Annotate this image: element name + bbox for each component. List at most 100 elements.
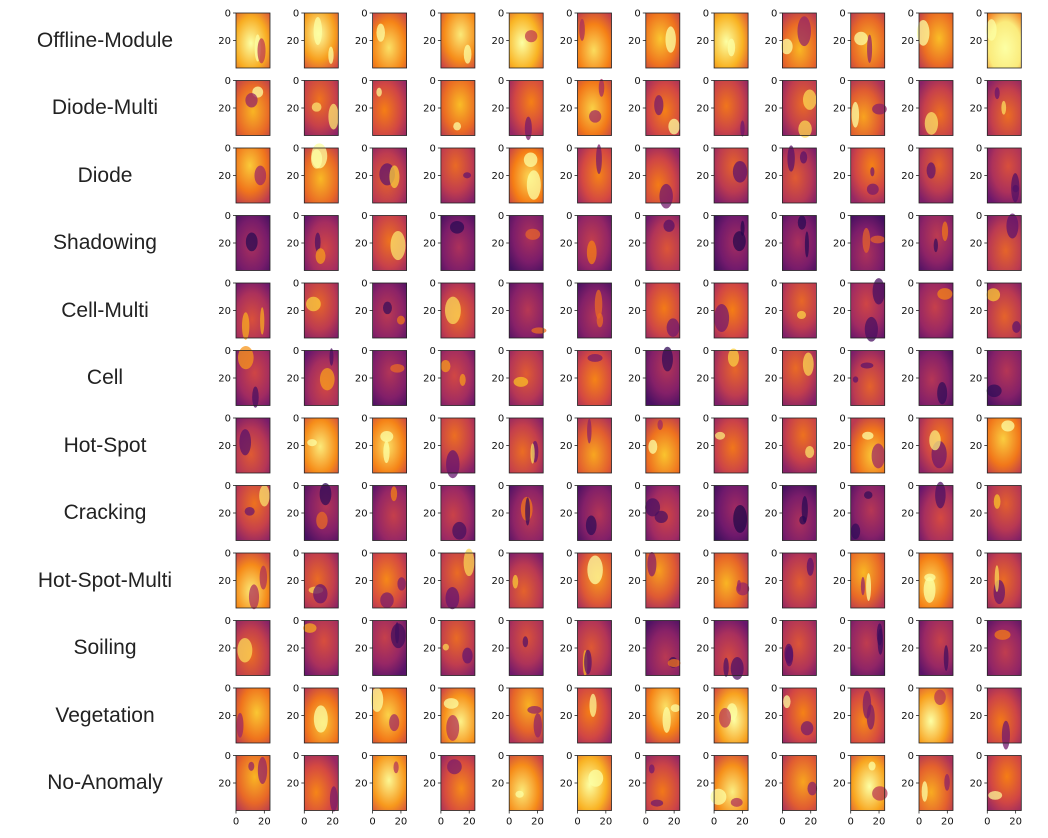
thermal-panel: 0 20 xyxy=(423,548,476,610)
thermal-feature xyxy=(802,352,814,376)
thermal-panel: 0 20 0 20 xyxy=(628,751,680,828)
thermal-feature xyxy=(661,346,673,372)
y-tick-label: 0 xyxy=(703,481,709,492)
thermal-panel: 0 20 xyxy=(833,684,886,744)
thermal-image xyxy=(236,80,270,136)
y-tick-label: 20 xyxy=(628,36,641,47)
y-tick-label: 20 xyxy=(970,104,983,115)
thermal-feature xyxy=(723,657,729,677)
thermal-image xyxy=(714,418,749,473)
thermal-feature xyxy=(1001,100,1007,115)
thermal-panel: 0 20 xyxy=(970,211,1022,271)
thermal-panel: 0 20 xyxy=(696,684,749,744)
y-tick-label: 0 xyxy=(976,144,982,155)
x-tick-label: 0 xyxy=(984,817,990,828)
row-label-offline-module: Offline-Module xyxy=(36,28,174,52)
thermal-panel: 0 20 xyxy=(355,279,408,339)
thermal-feature xyxy=(524,116,532,141)
thermal-panel: 0 20 xyxy=(970,9,1022,69)
thermal-feature xyxy=(659,183,673,209)
thermal-panel: 0 20 xyxy=(765,76,817,138)
y-tick-label: 20 xyxy=(696,239,709,250)
thermal-feature xyxy=(797,215,807,230)
thermal-panel: 0 20 xyxy=(560,549,612,609)
y-tick-label: 20 xyxy=(355,644,368,655)
thermal-feature xyxy=(244,506,255,516)
y-tick-label: 20 xyxy=(491,374,504,385)
y-tick-label: 20 xyxy=(765,711,778,722)
thermal-panel: 0 20 xyxy=(423,684,476,744)
thermal-panel: 0 20 xyxy=(560,481,612,541)
thermal-panel: 0 20 xyxy=(833,76,887,136)
thermal-image xyxy=(919,620,953,676)
y-tick-label: 20 xyxy=(765,306,778,317)
thermal-feature xyxy=(238,346,254,370)
thermal-feature xyxy=(586,240,597,265)
thermal-feature xyxy=(868,761,876,771)
y-tick-label: 20 xyxy=(491,171,504,182)
thermal-feature xyxy=(257,38,266,64)
y-tick-label: 0 xyxy=(293,144,299,155)
thermal-feature xyxy=(316,511,328,530)
y-tick-label: 0 xyxy=(634,414,640,425)
y-tick-label: 0 xyxy=(634,481,640,492)
y-tick-label: 20 xyxy=(287,509,300,520)
thermal-panel: 0 20 xyxy=(628,279,681,339)
y-tick-label: 20 xyxy=(355,239,368,250)
y-tick-label: 0 xyxy=(976,346,982,357)
thermal-feature xyxy=(994,87,1000,100)
y-tick-label: 20 xyxy=(560,36,573,47)
y-tick-label: 20 xyxy=(628,779,641,790)
y-tick-label: 20 xyxy=(901,306,914,317)
y-tick-label: 20 xyxy=(833,779,846,790)
thermal-panel: 0 20 xyxy=(423,144,476,204)
y-tick-label: 20 xyxy=(423,644,436,655)
y-tick-label: 0 xyxy=(566,751,572,762)
y-tick-label: 0 xyxy=(293,751,299,762)
thermal-panel: 0 20 xyxy=(765,414,817,474)
thermal-feature xyxy=(526,170,541,200)
thermal-panel: 0 20 xyxy=(765,144,817,204)
y-tick-label: 0 xyxy=(908,414,914,425)
thermal-feature xyxy=(306,296,321,312)
thermal-feature xyxy=(657,419,663,431)
y-tick-label: 20 xyxy=(287,441,300,452)
thermal-feature xyxy=(994,565,1000,593)
thermal-feature xyxy=(718,707,731,728)
y-tick-label: 20 xyxy=(355,711,368,722)
thermal-panel: 0 20 xyxy=(970,346,1022,406)
y-tick-label: 0 xyxy=(498,144,504,155)
y-tick-label: 20 xyxy=(491,104,504,115)
y-tick-label: 20 xyxy=(218,104,231,115)
y-tick-label: 20 xyxy=(423,711,436,722)
y-tick-label: 0 xyxy=(703,76,709,87)
thermal-feature xyxy=(934,689,946,705)
thermal-panel: 0 20 xyxy=(287,481,339,541)
thermal-feature xyxy=(252,386,259,408)
y-tick-label: 20 xyxy=(696,711,709,722)
thermal-feature xyxy=(453,122,462,131)
thermal-panel: 0 20 xyxy=(970,76,1022,136)
thermal-panel: 0 20 xyxy=(355,211,408,271)
y-tick-label: 0 xyxy=(293,211,299,222)
thermal-feature xyxy=(730,797,743,807)
y-tick-label: 20 xyxy=(970,36,983,47)
y-tick-label: 20 xyxy=(560,239,573,250)
thermal-panel: 0 20 xyxy=(696,279,749,339)
y-tick-label: 0 xyxy=(908,279,914,290)
thermal-feature xyxy=(870,235,885,244)
y-tick-label: 20 xyxy=(491,711,504,722)
thermal-image xyxy=(440,350,475,406)
y-tick-label: 20 xyxy=(833,239,846,250)
thermal-feature xyxy=(254,165,267,186)
thermal-feature xyxy=(796,310,807,320)
y-tick-label: 0 xyxy=(634,76,640,87)
y-tick-label: 20 xyxy=(287,104,300,115)
thermal-feature xyxy=(245,232,258,252)
thermal-feature xyxy=(463,548,475,577)
y-tick-label: 20 xyxy=(423,36,436,47)
thermal-feature xyxy=(236,712,244,738)
y-tick-label: 0 xyxy=(908,684,914,695)
thermal-feature xyxy=(530,443,535,464)
thermal-panel: 0 20 xyxy=(833,278,886,342)
